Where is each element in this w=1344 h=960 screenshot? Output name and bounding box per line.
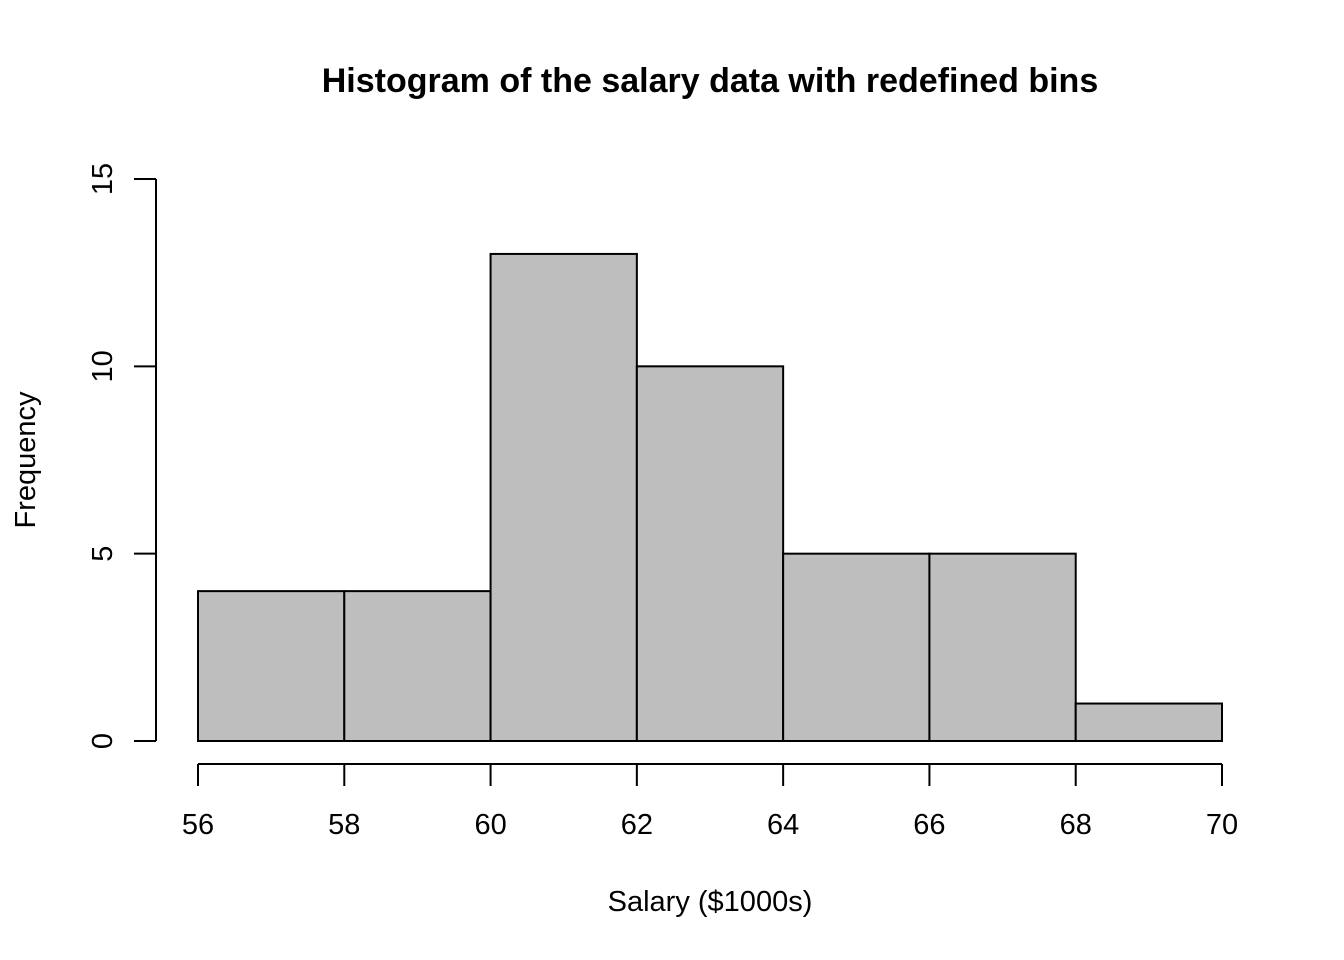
- x-tick-label-66: 66: [913, 809, 945, 841]
- x-tick-label-58: 58: [328, 809, 360, 841]
- x-tick-label-62: 62: [621, 809, 653, 841]
- histogram-bar-58-60: [343, 590, 492, 743]
- y-tick-label-0: 0: [87, 733, 119, 749]
- histogram-bar-66-68: [928, 552, 1077, 743]
- x-tick-label-64: 64: [767, 809, 799, 841]
- y-axis-label: Frequency: [10, 391, 42, 529]
- histogram-bar-62-64: [635, 365, 785, 742]
- histogram-bar-64-66: [782, 552, 931, 743]
- x-tick-label-68: 68: [1060, 809, 1092, 841]
- x-tick-label-56: 56: [182, 809, 214, 841]
- x-axis: 56 58 60 62 64 66 68 70: [182, 763, 1238, 841]
- chart-title: Histogram of the salary data with redefi…: [322, 62, 1099, 100]
- y-tick-label-15: 15: [87, 163, 119, 195]
- histogram-bar-68-70: [1074, 702, 1223, 742]
- histogram-bar-60-62: [489, 252, 638, 743]
- y-tick-label-5: 5: [87, 546, 119, 562]
- bars-group: [197, 252, 1223, 743]
- x-axis-label: Salary ($1000s): [608, 886, 813, 918]
- y-tick-label-10: 10: [87, 350, 119, 382]
- histogram-bar-56-58: [197, 590, 346, 743]
- x-tick-label-60: 60: [474, 809, 506, 841]
- x-tick-label-70: 70: [1206, 809, 1238, 841]
- y-axis: 0 5 10 15: [87, 163, 157, 749]
